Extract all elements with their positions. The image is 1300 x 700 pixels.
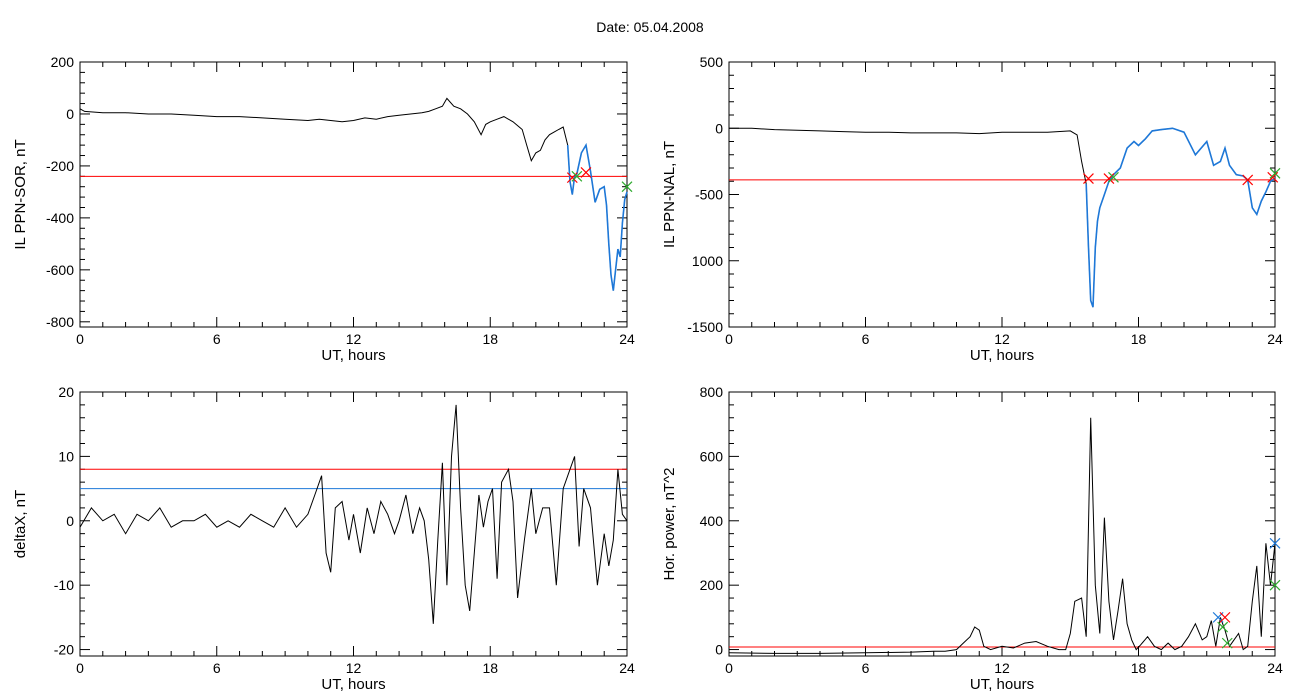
y-axis-label: Hor. power, nT^2 xyxy=(661,468,678,581)
x-tick-label: 6 xyxy=(213,660,221,676)
x-tick-label: 24 xyxy=(619,331,635,347)
x-tick-label: 18 xyxy=(482,660,498,676)
cross-marker xyxy=(621,181,633,193)
y-tick-label: -400 xyxy=(46,210,74,226)
y-tick-label: 200 xyxy=(51,54,75,70)
x-axis-label: UT, hours xyxy=(321,676,385,693)
cross-marker xyxy=(1083,173,1094,185)
page-title: Date: 05.04.2008 xyxy=(596,19,704,35)
x-tick-label: 6 xyxy=(862,331,870,347)
data-series-line xyxy=(79,97,628,291)
x-tick-label: 0 xyxy=(76,331,84,347)
cross-marker xyxy=(1217,621,1229,633)
cross-marker xyxy=(1219,611,1231,623)
y-tick-label: 600 xyxy=(700,448,724,464)
cross-marker xyxy=(1108,171,1119,183)
y-tick-label: 0 xyxy=(715,120,723,136)
x-tick-label: 0 xyxy=(76,660,84,676)
chart-panel-1: 0 6 12 18 24 200 0 -200 -400 -600 -800 UT, hours IL … xyxy=(12,54,635,364)
x-axis-label: UT, hours xyxy=(970,676,1034,693)
plot-frame xyxy=(728,61,1276,328)
y-tick-label: 20 xyxy=(58,384,74,400)
y-tick-label: -20 xyxy=(54,642,74,658)
chart-panel-4: 0 6 12 18 24 800 600 400 200 0 UT, hours Hor. power… xyxy=(661,384,1283,693)
y-tick-label: 0 xyxy=(715,642,723,658)
x-tick-label: 12 xyxy=(346,660,362,676)
y-tick-label: 500 xyxy=(700,54,724,70)
chart-panel-3: 0 6 12 18 24 20 10 0 -10 -20 UT, hours deltaX, nT xyxy=(12,384,635,693)
plot-frame xyxy=(79,61,628,328)
x-tick-label: 12 xyxy=(346,331,362,347)
plot-frame xyxy=(728,391,1276,657)
cross-marker xyxy=(1269,537,1281,549)
x-tick-label: 12 xyxy=(994,331,1010,347)
x-tick-label: 24 xyxy=(1267,331,1283,347)
x-tick-label: 0 xyxy=(725,660,733,676)
plot-frame xyxy=(79,391,628,657)
data-series-line xyxy=(79,404,628,624)
cross-marker xyxy=(1269,579,1281,591)
x-tick-label: 24 xyxy=(1267,660,1283,676)
y-tick-label: -500 xyxy=(695,187,723,203)
data-series-line xyxy=(728,417,1276,654)
y-tick-label: 800 xyxy=(700,384,724,400)
y-tick-label: -800 xyxy=(46,314,74,330)
y-tick-label: -10 xyxy=(54,577,74,593)
x-tick-label: 6 xyxy=(862,660,870,676)
y-axis-label: IL PPN-NAL, nT xyxy=(661,141,678,248)
y-tick-label: -1500 xyxy=(687,319,723,335)
y-tick-label: 400 xyxy=(700,513,724,529)
x-tick-label: 18 xyxy=(1131,660,1147,676)
cross-marker xyxy=(1269,167,1281,179)
y-tick-label: 0 xyxy=(66,106,74,122)
x-tick-label: 12 xyxy=(994,660,1010,676)
y-tick-label: 1000 xyxy=(692,253,723,269)
highlight-series-line xyxy=(1085,127,1276,308)
x-tick-label: 6 xyxy=(213,331,221,347)
data-series-line xyxy=(729,127,1276,308)
x-tick-label: 18 xyxy=(1131,331,1147,347)
x-tick-label: 18 xyxy=(482,331,498,347)
cross-marker xyxy=(571,170,583,182)
x-axis-label: UT, hours xyxy=(970,347,1034,364)
y-tick-label: 0 xyxy=(66,513,74,529)
y-axis-label: deltaX, nT xyxy=(12,490,29,558)
y-tick-label: -600 xyxy=(46,262,74,278)
y-axis-label: IL PPN-SOR, nT xyxy=(12,139,29,249)
y-tick-label: 10 xyxy=(58,448,74,464)
y-tick-label: 200 xyxy=(700,577,724,593)
chart-panel-2: 0 6 12 18 24 500 0 -500 1000 -1500 UT, hours IL PPN… xyxy=(661,54,1283,364)
x-tick-label: 24 xyxy=(619,660,635,676)
y-tick-label: -200 xyxy=(46,158,74,174)
x-tick-label: 0 xyxy=(725,331,733,347)
cross-marker xyxy=(580,166,592,178)
x-axis-label: UT, hours xyxy=(321,347,385,364)
cross-marker xyxy=(1242,174,1254,186)
cross-marker xyxy=(1221,637,1233,649)
